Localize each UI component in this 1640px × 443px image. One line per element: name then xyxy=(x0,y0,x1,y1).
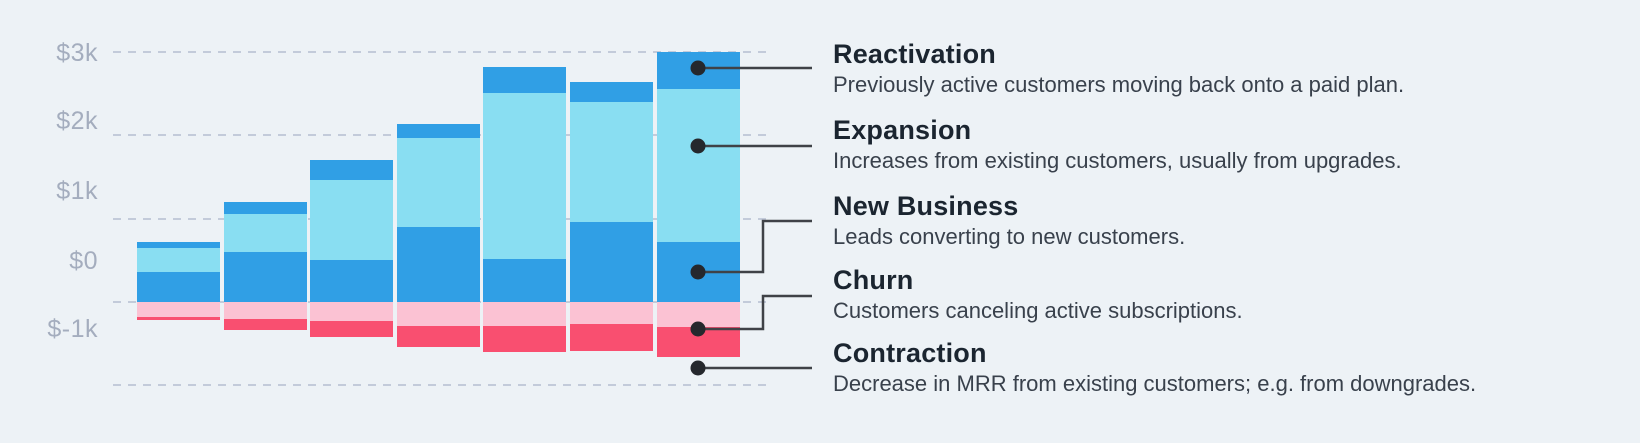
leader-dot-new-business xyxy=(690,264,706,280)
legend-entry-expansion: Expansion Increases from existing custom… xyxy=(833,114,1623,176)
leader-dot-contraction xyxy=(690,360,706,376)
bar-2-segment-reactivation xyxy=(224,202,307,214)
legend-desc-churn: Customers canceling active subscriptions… xyxy=(833,298,1243,323)
bar-5-segment-new-business xyxy=(483,258,566,302)
legend-desc-expansion: Increases from existing customers, usual… xyxy=(833,148,1402,173)
bar-3-segment-new-business xyxy=(310,260,393,302)
legend-desc-contraction: Decrease in MRR from existing customers;… xyxy=(833,371,1477,396)
bar-5-segment-reactivation xyxy=(483,67,566,93)
bar-1-segment-contraction xyxy=(137,302,220,317)
bar-2-segment-contraction xyxy=(224,302,307,319)
leader-dot-churn xyxy=(690,321,706,337)
bar-1-segment-new-business xyxy=(137,272,220,302)
bar-5-segment-contraction xyxy=(483,302,566,327)
legend-title-churn: Churn xyxy=(833,265,914,295)
legend-desc-reactivation: Previously active customers moving back … xyxy=(833,72,1405,97)
legend-desc-new-business: Leads converting to new customers. xyxy=(833,224,1186,249)
bar-7-segment-expansion xyxy=(657,88,740,243)
bar-1-segment-reactivation xyxy=(137,242,220,248)
leader-dot-expansion xyxy=(690,138,706,154)
bar-4-segment-expansion xyxy=(397,137,480,228)
legend-title-contraction: Contraction xyxy=(833,338,987,368)
bar-4-segment-contraction xyxy=(397,302,480,327)
legend-entry-new-business: New Business Leads converting to new cus… xyxy=(833,190,1623,252)
gridline-$-1k xyxy=(113,384,768,387)
legend-title-new-business: New Business xyxy=(833,191,1019,221)
legend-entry-churn: Churn Customers canceling active subscri… xyxy=(833,264,1623,326)
bar-1-segment-expansion xyxy=(137,247,220,272)
y-axis-label-$0: $0 xyxy=(69,246,98,275)
y-axis-label-$1k: $1k xyxy=(56,176,98,205)
bar-6-segment-new-business xyxy=(570,222,653,302)
bar-3-segment-contraction xyxy=(310,302,393,322)
y-axis-label-$-1k: $-1k xyxy=(47,314,98,343)
legend-title-reactivation: Reactivation xyxy=(833,39,996,69)
leader-line-churn xyxy=(698,294,812,331)
bar-2-segment-expansion xyxy=(224,213,307,252)
leader-line-new-business xyxy=(698,219,812,274)
bar-2-segment-new-business xyxy=(224,252,307,302)
bar-5-segment-expansion xyxy=(483,92,566,259)
bar-3-segment-reactivation xyxy=(310,159,393,181)
bar-4-segment-new-business xyxy=(397,227,480,302)
y-axis-label-$3k: $3k xyxy=(56,38,98,67)
legend-entry-contraction: Contraction Decrease in MRR from existin… xyxy=(833,337,1623,399)
gridline-$3k xyxy=(113,51,768,54)
leader-dot-reactivation xyxy=(690,60,706,76)
legend-title-expansion: Expansion xyxy=(833,115,972,145)
bar-6-segment-contraction xyxy=(570,302,653,324)
y-axis-label-$2k: $2k xyxy=(56,106,98,135)
legend-entry-reactivation: Reactivation Previously active customers… xyxy=(833,38,1623,100)
bar-3-segment-expansion xyxy=(310,180,393,261)
bar-4-segment-reactivation xyxy=(397,123,480,138)
bar-6-segment-expansion xyxy=(570,102,653,223)
bar-6-segment-reactivation xyxy=(570,82,653,103)
